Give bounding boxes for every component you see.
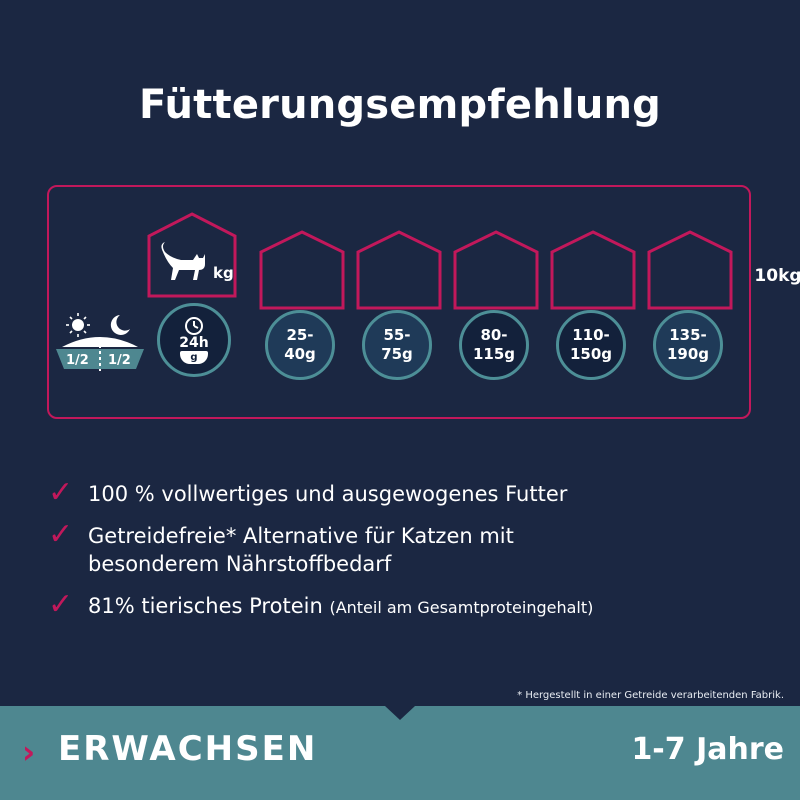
amount-bottom: 190g: [666, 345, 710, 363]
checkmark-icon: ✓: [48, 587, 74, 622]
amount-top: 25-: [286, 326, 314, 344]
feeding-split-icon: 1/2 1/2: [56, 313, 144, 373]
amount-bottom: 150g: [569, 345, 613, 363]
amount-top: 110-: [572, 326, 610, 344]
life-stage-label: ERWACHSEN: [58, 729, 318, 769]
amount-bottom: 40g: [284, 345, 316, 363]
page-title: Fütterungsempfehlung: [138, 82, 662, 128]
bowl-unit-label: g: [190, 352, 198, 363]
feature-text-wrap: 81% tierisches Protein (Anteil am Gesamt…: [88, 592, 593, 622]
morning-portion: 1/2: [66, 353, 89, 368]
bowl-icon: g: [179, 351, 208, 364]
weight-hex: 4kg: [355, 230, 505, 310]
amount-circle: 80- 115g: [459, 310, 529, 380]
cat-icon: [161, 242, 205, 280]
weight-hex: 6kg: [452, 230, 602, 310]
time-label: 24h: [179, 335, 209, 351]
amount-bottom: 75g: [381, 345, 413, 363]
band-notch: [385, 706, 415, 720]
age-range-label: 1-7 Jahre: [631, 732, 784, 767]
checkmark-icon: ✓: [48, 517, 74, 552]
amount-top: 135-: [669, 326, 707, 344]
clock-icon: [184, 317, 203, 335]
feature-text: 100 % vollwertiges und ausgewogenes Futt…: [88, 482, 568, 506]
feature-list: ✓ 100 % vollwertiges und ausgewogenes Fu…: [48, 475, 768, 636]
chevron-right-icon: ›: [22, 733, 36, 771]
feeding-table-panel: [47, 185, 751, 419]
amount-top: 55-: [383, 326, 411, 344]
checkmark-icon: ✓: [48, 475, 74, 510]
amount-circle: 135- 190g: [653, 310, 723, 380]
weight-hex: 8kg: [549, 230, 699, 310]
weight-header-hex: kg: [145, 212, 239, 298]
evening-portion: 1/2: [108, 353, 131, 368]
amount-circle: 25- 40g: [265, 310, 335, 380]
feature-text: 81% tierisches Protein: [88, 594, 323, 618]
weight-hex: 2kg: [258, 230, 408, 310]
sun-moon-icon: [56, 313, 144, 371]
amount-circle: 110- 150g: [556, 310, 626, 380]
weight-label: 10kg: [754, 266, 800, 286]
amount-bottom: 115g: [472, 345, 516, 363]
weight-unit-label: kg: [213, 264, 234, 282]
daily-amount-header: 24h g: [157, 303, 231, 377]
feature-item: ✓ 81% tierisches Protein (Anteil am Gesa…: [48, 587, 768, 622]
footnote: * Hergestellt in einer Getreide verarbei…: [517, 690, 784, 701]
feature-item: ✓ Getreidefreie* Alternative für Katzen …: [48, 517, 768, 578]
amount-top: 80-: [480, 326, 508, 344]
amount-circle: 55- 75g: [362, 310, 432, 380]
life-stage-band: [0, 706, 800, 800]
weight-hex: 10kg: [646, 230, 800, 310]
feature-note: (Anteil am Gesamtproteingehalt): [329, 598, 594, 617]
feature-item: ✓ 100 % vollwertiges und ausgewogenes Fu…: [48, 475, 768, 510]
feature-text: Getreidefreie* Alternative für Katzen mi…: [88, 524, 514, 576]
